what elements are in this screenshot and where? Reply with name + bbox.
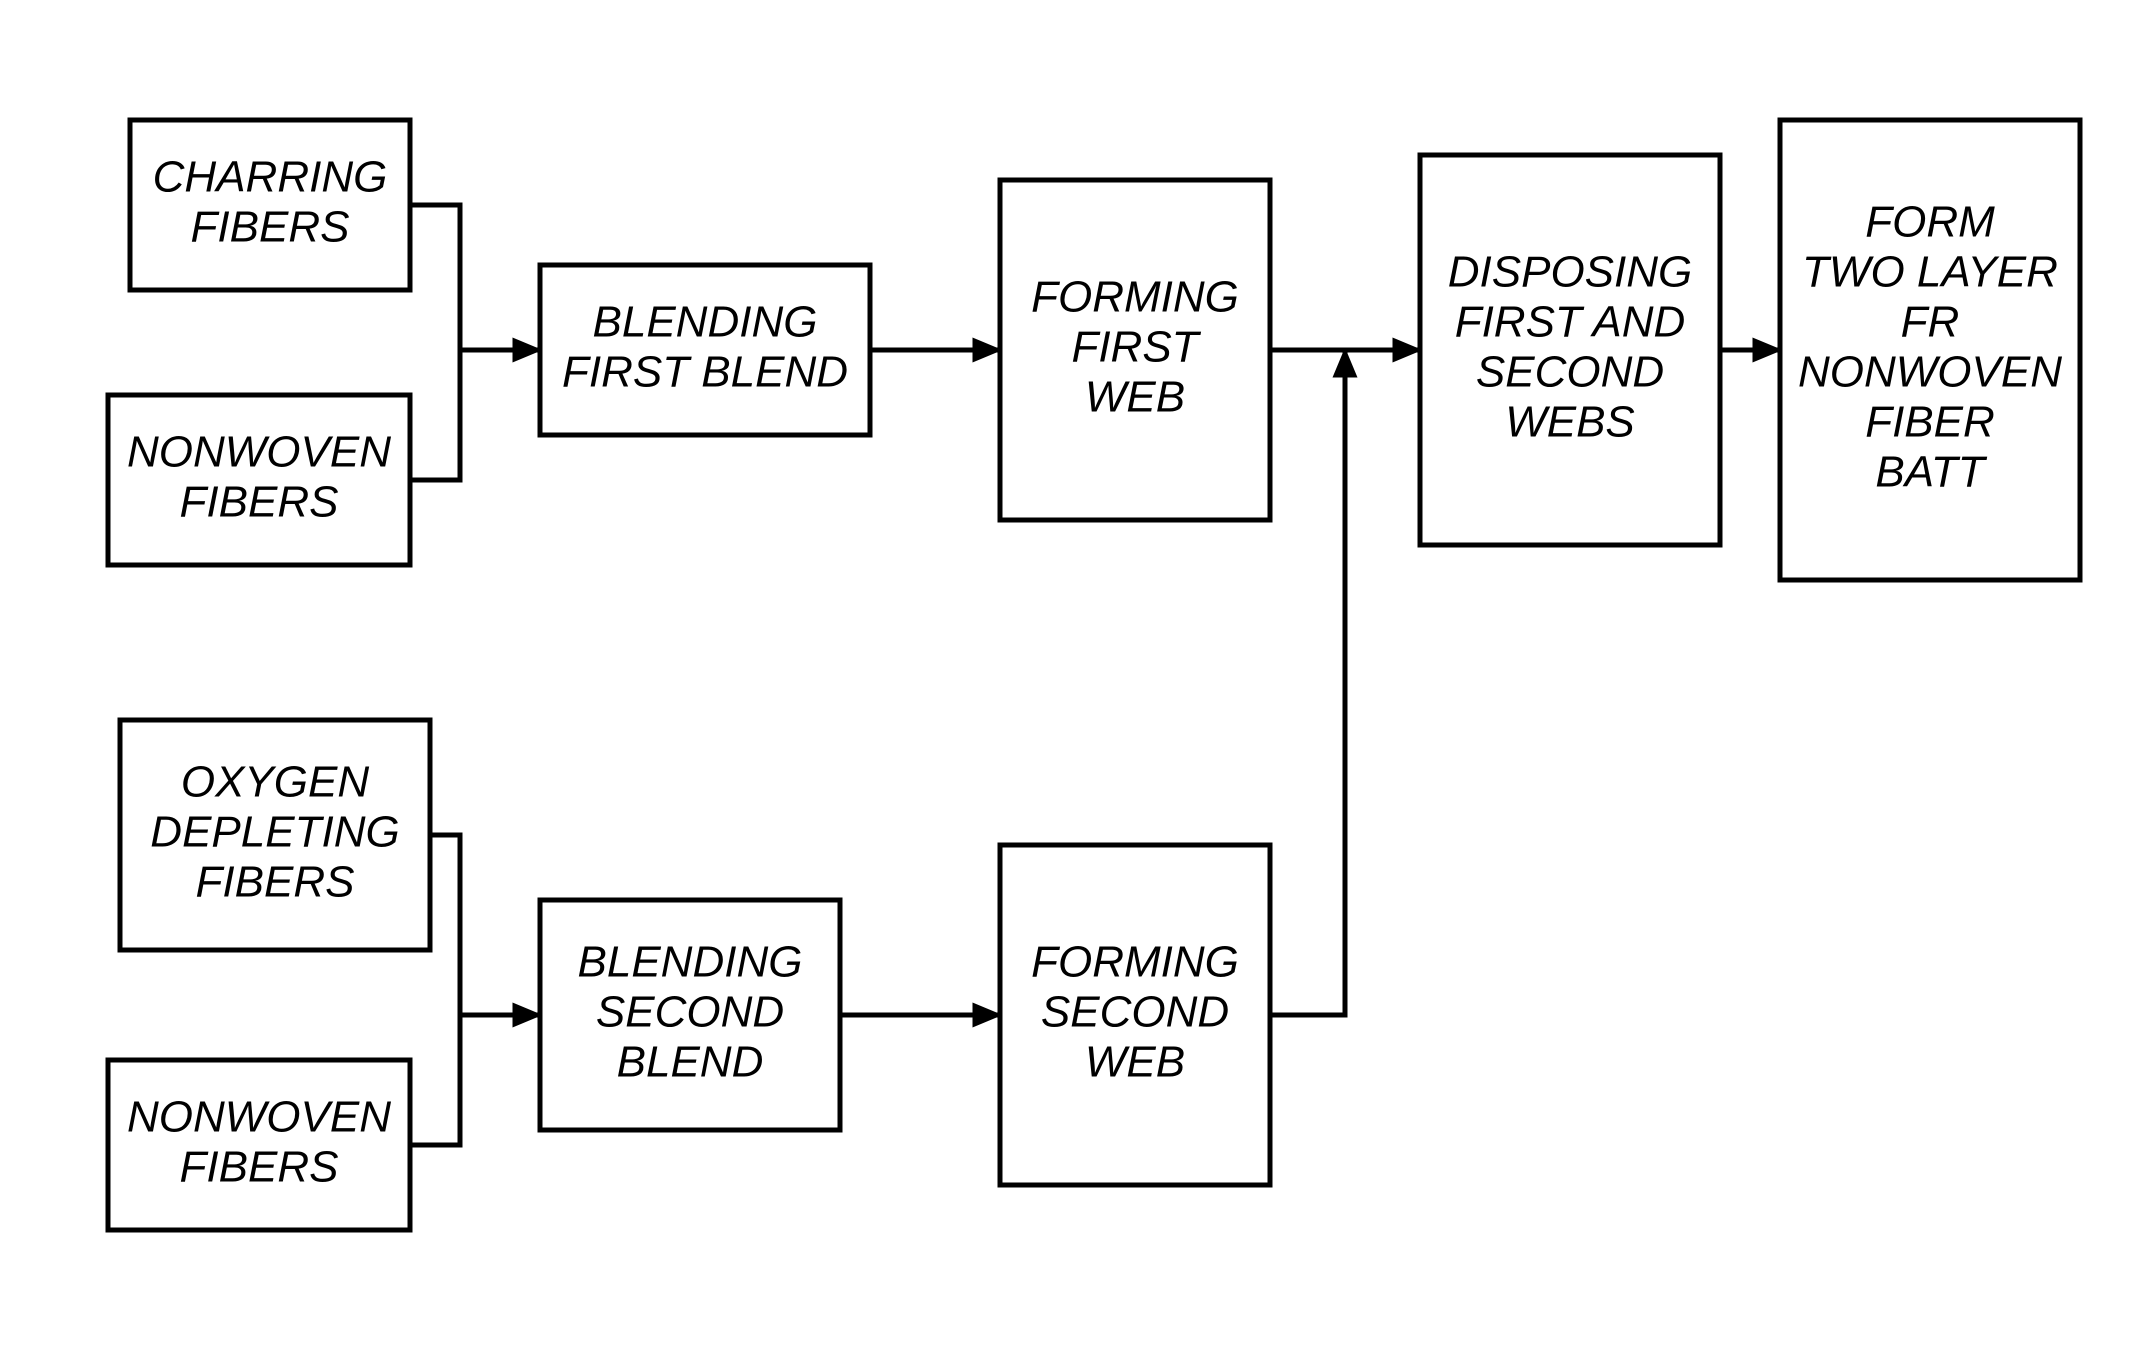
node-text-charring-line1: FIBERS xyxy=(191,203,350,252)
edge-charring-blend1 xyxy=(410,205,460,350)
node-text-form2-line0: FORMING xyxy=(1031,938,1239,987)
node-text-formbatt-line4: FIBER xyxy=(1865,398,1995,447)
node-text-blend2-line0: BLENDING xyxy=(578,938,803,987)
node-text-formbatt-line5: BATT xyxy=(1875,448,1987,497)
edge-nonwoven1-blend1 xyxy=(410,350,540,480)
node-text-oxygen-line0: OXYGEN xyxy=(181,758,369,807)
node-form2: FORMINGSECONDWEB xyxy=(1000,845,1270,1185)
node-text-blend1-line1: FIRST BLEND xyxy=(562,348,848,397)
node-nonwoven2: NONWOVENFIBERS xyxy=(108,1060,410,1230)
node-formbatt: FORMTWO LAYERFRNONWOVENFIBERBATT xyxy=(1780,120,2080,580)
node-text-formbatt-line0: FORM xyxy=(1865,198,1995,247)
node-text-dispose-line0: DISPOSING xyxy=(1448,248,1693,297)
node-text-form2-line2: WEB xyxy=(1085,1038,1185,1087)
edge-form2-dispose xyxy=(1270,350,1345,1015)
node-blend2: BLENDINGSECONDBLEND xyxy=(540,900,840,1130)
node-text-charring-line0: CHARRING xyxy=(153,153,388,202)
node-form1: FORMINGFIRSTWEB xyxy=(1000,180,1270,520)
edge-nonwoven2-blend2 xyxy=(410,1015,540,1145)
node-text-nonwoven1-line0: NONWOVEN xyxy=(127,428,391,477)
node-text-dispose-line1: FIRST AND xyxy=(1455,298,1686,347)
node-text-formbatt-line1: TWO LAYER xyxy=(1802,248,2058,297)
node-text-blend2-line2: BLEND xyxy=(617,1038,764,1087)
node-text-nonwoven2-line0: NONWOVEN xyxy=(127,1093,391,1142)
flowchart-diagram: CHARRINGFIBERSNONWOVENFIBERSBLENDINGFIRS… xyxy=(0,0,2129,1359)
edge-oxygen-blend2 xyxy=(430,835,460,1015)
node-oxygen: OXYGENDEPLETINGFIBERS xyxy=(120,720,430,950)
node-text-formbatt-line3: NONWOVEN xyxy=(1798,348,2062,397)
node-dispose: DISPOSINGFIRST ANDSECONDWEBS xyxy=(1420,155,1720,545)
node-text-oxygen-line2: FIBERS xyxy=(196,858,355,907)
node-text-dispose-line3: WEBS xyxy=(1505,398,1635,447)
node-text-dispose-line2: SECOND xyxy=(1476,348,1664,397)
node-text-formbatt-line2: FR xyxy=(1901,298,1960,347)
node-text-form1-line2: WEB xyxy=(1085,373,1185,422)
node-text-form1-line1: FIRST xyxy=(1071,323,1201,372)
node-charring: CHARRINGFIBERS xyxy=(130,120,410,290)
node-blend1: BLENDINGFIRST BLEND xyxy=(540,265,870,435)
node-text-nonwoven2-line1: FIBERS xyxy=(180,1143,339,1192)
nodes-group: CHARRINGFIBERSNONWOVENFIBERSBLENDINGFIRS… xyxy=(108,120,2080,1230)
node-text-form1-line0: FORMING xyxy=(1031,273,1239,322)
node-text-nonwoven1-line1: FIBERS xyxy=(180,478,339,527)
node-text-blend2-line1: SECOND xyxy=(596,988,784,1037)
node-text-oxygen-line1: DEPLETING xyxy=(150,808,399,857)
node-text-form2-line1: SECOND xyxy=(1041,988,1229,1037)
node-nonwoven1: NONWOVENFIBERS xyxy=(108,395,410,565)
node-text-blend1-line0: BLENDING xyxy=(593,298,818,347)
